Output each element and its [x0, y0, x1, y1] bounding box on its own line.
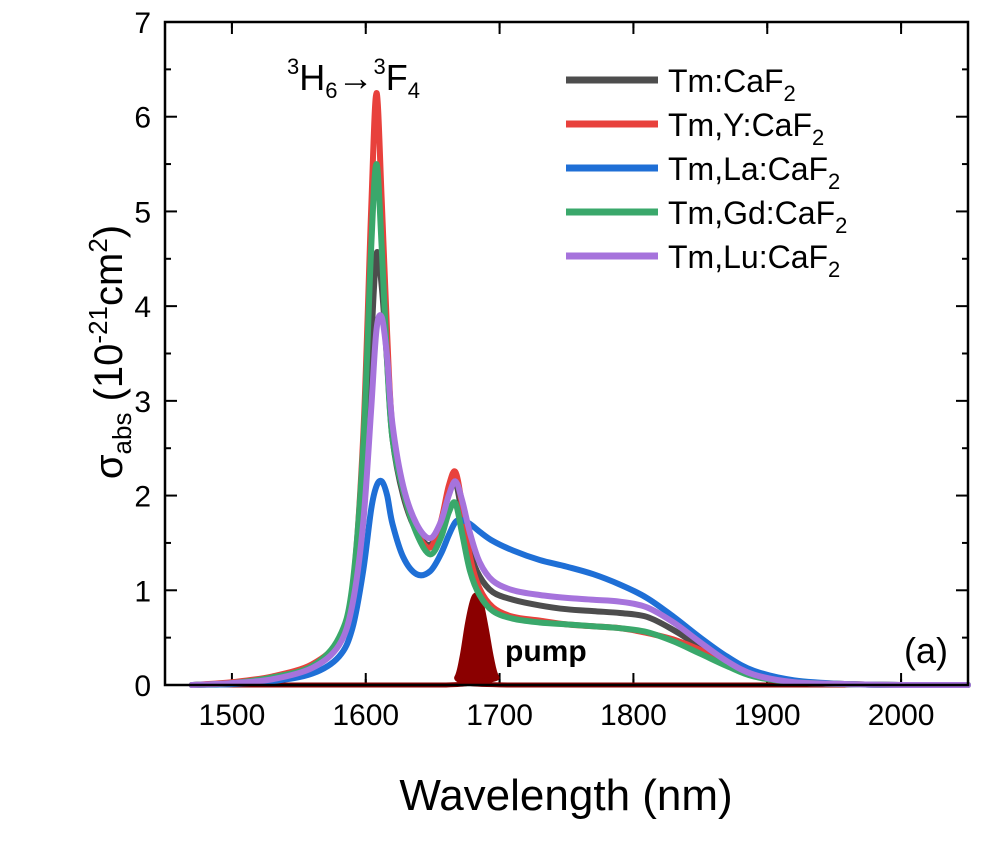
- y-label-mid: cm: [87, 253, 131, 306]
- x-tick-label: 1500: [199, 699, 266, 732]
- legend-label: Tm,Gd:CaF2: [668, 195, 847, 238]
- transition-arrow: →: [338, 57, 374, 98]
- x-tick-label: 1600: [332, 699, 399, 732]
- legend-label-sub: 2: [828, 257, 840, 282]
- y-label-sq: 2: [83, 238, 113, 252]
- x-tick-label: 1900: [734, 699, 801, 732]
- series-line-0: [188, 249, 971, 688]
- x-tick-label: 1800: [600, 699, 667, 732]
- y-tick-label: 2: [134, 481, 151, 514]
- transition-sup-2: 3: [374, 54, 386, 79]
- legend-label: Tm,Lu:CaF2: [668, 239, 840, 282]
- series-line-3: [188, 161, 971, 688]
- x-axis-label: Wavelength (nm): [399, 771, 732, 820]
- y-tick-label: 0: [134, 670, 151, 703]
- y-tick-label: 6: [134, 102, 151, 135]
- y-label-close: ): [87, 225, 131, 238]
- y-tick-label: 3: [134, 386, 151, 419]
- pump-label: pump: [505, 635, 587, 668]
- transition-level-1: H: [299, 57, 325, 98]
- plot-frame: [163, 20, 970, 687]
- legend-label-base: Tm:CaF: [668, 63, 784, 99]
- y-label-exp: -21: [83, 306, 113, 344]
- legend: Tm:CaF2Tm,Y:CaF2Tm,La:CaF2Tm,Gd:CaF2Tm,L…: [566, 63, 847, 282]
- legend-label-base: Tm,Y:CaF: [668, 107, 812, 143]
- legend-label-base: Tm,La:CaF: [668, 151, 828, 187]
- legend-label: Tm,Y:CaF2: [668, 107, 824, 150]
- y-tick-label: 5: [134, 196, 151, 229]
- transition-level-2: F: [386, 57, 408, 98]
- panel-label: (a): [904, 630, 948, 671]
- y-tick-label: 4: [134, 291, 151, 324]
- transition-annotation: 3H6→3F4: [287, 54, 420, 103]
- y-label-sigma: σ: [87, 454, 131, 479]
- legend-label: Tm:CaF2: [668, 63, 796, 106]
- y-label-open: (10: [87, 344, 131, 413]
- y-label-sub: abs: [107, 413, 137, 455]
- y-tick-label: 7: [134, 7, 151, 40]
- series-layer: [188, 89, 971, 688]
- transition-sub-1: 6: [325, 78, 337, 103]
- transition-sup-1: 3: [287, 54, 299, 79]
- x-tick-label: 1700: [466, 699, 533, 732]
- transition-sub-2: 4: [408, 78, 420, 103]
- legend-label-base: Tm,Lu:CaF: [668, 239, 828, 275]
- legend-label: Tm,La:CaF2: [668, 151, 840, 194]
- y-axis-label: σabs (10-21cm2): [83, 225, 137, 479]
- legend-label-sub: 2: [784, 81, 796, 106]
- legend-label-sub: 2: [835, 213, 847, 238]
- legend-label-base: Tm,Gd:CaF: [668, 195, 835, 231]
- legend-label-sub: 2: [812, 125, 824, 150]
- legend-label-sub: 2: [828, 169, 840, 194]
- x-tick-label: 2000: [868, 699, 935, 732]
- series-line-4: [188, 312, 971, 688]
- y-tick-label: 1: [134, 575, 151, 608]
